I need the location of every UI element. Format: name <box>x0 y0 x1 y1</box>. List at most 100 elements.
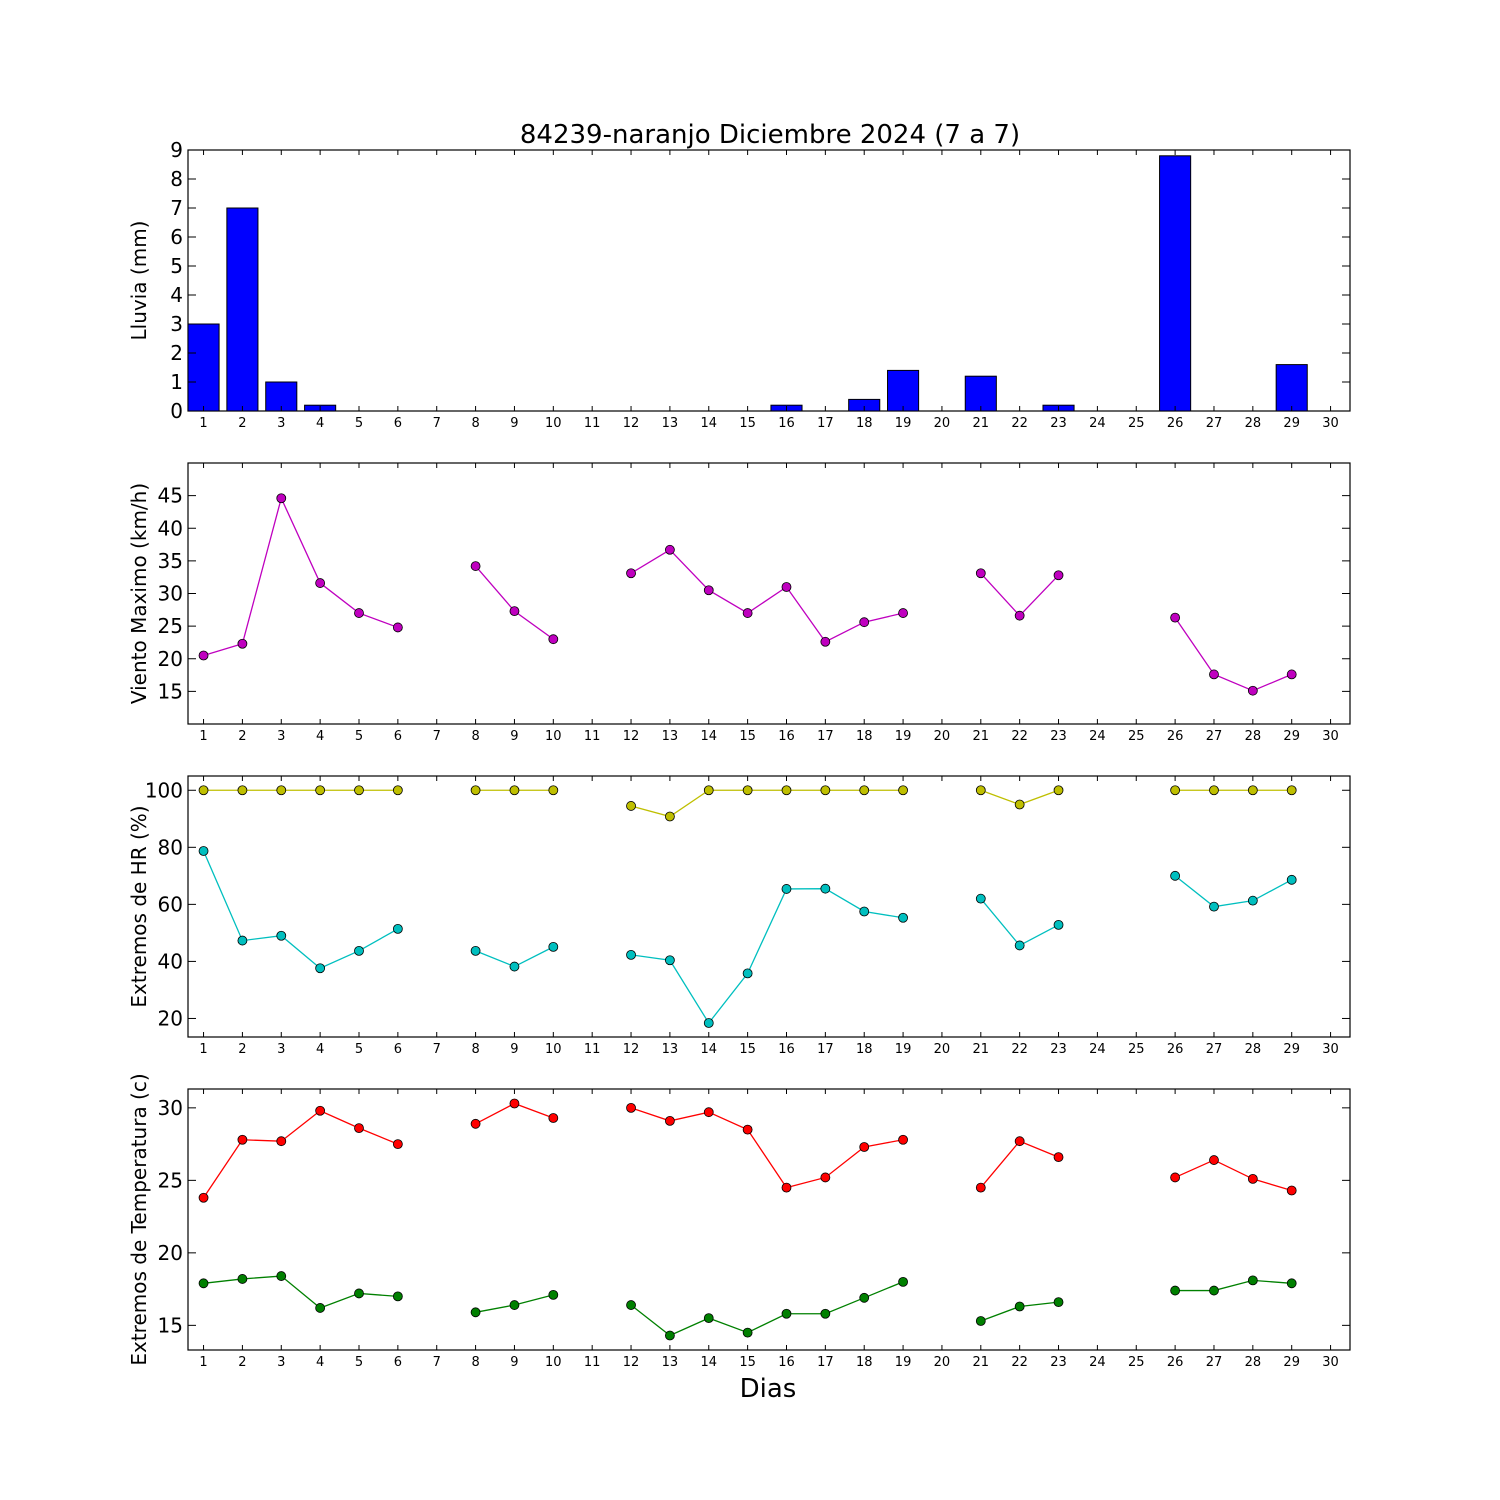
x-tick-label: 6 <box>394 1355 402 1370</box>
point-wind-0-day-12 <box>626 568 636 579</box>
x-tick-label: 8 <box>471 729 479 744</box>
x-tick-label: 1 <box>199 1355 207 1370</box>
point-humidity-1-day-4 <box>315 963 326 974</box>
point-humidity-0-day-2 <box>237 785 248 796</box>
bar-day-19 <box>887 369 920 412</box>
x-tick-label: 19 <box>895 1042 912 1057</box>
y-tick-label: 0 <box>170 399 183 423</box>
x-tick-label: 12 <box>623 729 640 744</box>
x-tick-label: 15 <box>739 729 756 744</box>
point-humidity-0-day-1 <box>198 785 209 796</box>
point-temperature-0-day-18 <box>859 1142 870 1152</box>
x-tick-label: 14 <box>700 416 717 431</box>
x-tick-label: 16 <box>778 729 795 744</box>
x-tick-label: 14 <box>700 1355 717 1370</box>
x-tick-label: 12 <box>623 1042 640 1057</box>
x-tick-label: 7 <box>433 1042 441 1057</box>
point-humidity-0-day-23 <box>1053 785 1064 796</box>
x-tick-label: 30 <box>1322 1042 1339 1057</box>
x-tick-label: 23 <box>1050 416 1067 431</box>
x-tick-label: 22 <box>1011 1042 1028 1057</box>
x-tick-label: 16 <box>778 416 795 431</box>
y-tick-label: 5 <box>170 254 183 278</box>
point-wind-0-day-1 <box>198 650 209 661</box>
point-humidity-0-day-21 <box>975 785 986 796</box>
x-tick-label: 25 <box>1128 1355 1145 1370</box>
x-tick-label: 28 <box>1245 1042 1262 1057</box>
point-temperature-0-day-13 <box>664 1116 675 1126</box>
series-line-humidity-1 <box>1174 875 1293 908</box>
point-temperature-1-day-2 <box>237 1274 248 1284</box>
y-tick-label: 8 <box>170 167 183 191</box>
x-axis-label: Dias <box>740 1374 797 1404</box>
x-tick-label: 7 <box>433 416 441 431</box>
y-tick-label: 30 <box>158 1096 183 1120</box>
x-tick-label: 25 <box>1128 729 1145 744</box>
x-tick-label: 10 <box>545 1042 562 1057</box>
x-tick-label: 26 <box>1167 1355 1184 1370</box>
x-tick-label: 17 <box>817 416 834 431</box>
x-tick-label: 1 <box>199 1042 207 1057</box>
x-tick-label: 4 <box>316 1042 324 1057</box>
point-wind-0-day-15 <box>742 608 753 618</box>
x-tick-label: 14 <box>700 1042 717 1057</box>
figure-title: 84239-naranjo Diciembre 2024 (7 a 7) <box>520 120 1020 150</box>
point-humidity-1-day-1 <box>198 846 209 856</box>
point-temperature-0-day-14 <box>703 1107 714 1118</box>
x-tick-label: 24 <box>1089 729 1106 744</box>
x-tick-label: 18 <box>856 1042 873 1057</box>
y-axis-label-humidity: Extremos de HR (%) <box>127 805 151 1007</box>
x-tick-label: 11 <box>584 1042 601 1057</box>
y-tick-label: 35 <box>158 549 183 573</box>
point-wind-0-day-6 <box>392 622 403 633</box>
series-line-temperature-1 <box>203 1275 398 1309</box>
point-humidity-1-day-22 <box>1014 940 1025 951</box>
point-humidity-0-day-13 <box>664 811 675 822</box>
x-tick-label: 21 <box>973 1042 990 1057</box>
point-humidity-1-day-27 <box>1209 901 1219 912</box>
y-tick-label: 60 <box>158 892 183 916</box>
point-temperature-0-day-12 <box>626 1102 636 1113</box>
x-tick-label: 8 <box>471 416 479 431</box>
point-humidity-1-day-19 <box>898 912 908 923</box>
point-humidity-1-day-2 <box>237 935 248 946</box>
point-temperature-1-day-16 <box>781 1308 792 1319</box>
x-tick-label: 2 <box>238 1355 246 1370</box>
point-humidity-1-day-3 <box>276 930 287 941</box>
x-tick-label: 22 <box>1011 416 1028 431</box>
x-tick-label: 8 <box>471 1042 479 1057</box>
point-temperature-0-day-29 <box>1286 1185 1297 1196</box>
y-tick-label: 6 <box>170 225 183 249</box>
point-temperature-1-day-5 <box>354 1288 364 1299</box>
y-tick-label: 30 <box>158 582 183 606</box>
point-wind-0-day-3 <box>276 493 287 504</box>
x-tick-label: 24 <box>1089 1355 1106 1370</box>
point-temperature-0-day-2 <box>237 1134 248 1145</box>
point-humidity-0-day-5 <box>354 785 364 796</box>
point-temperature-0-day-9 <box>509 1098 520 1109</box>
series-line-humidity-1 <box>202 850 399 970</box>
point-humidity-0-day-14 <box>703 785 714 796</box>
point-temperature-1-day-19 <box>898 1276 908 1287</box>
point-temperature-0-day-6 <box>392 1139 403 1149</box>
x-tick-label: 27 <box>1206 729 1223 744</box>
x-tick-label: 26 <box>1167 1042 1184 1057</box>
point-temperature-1-day-6 <box>392 1291 403 1302</box>
point-humidity-0-day-22 <box>1014 799 1025 810</box>
point-temperature-1-day-15 <box>742 1327 753 1338</box>
x-tick-label: 19 <box>895 729 912 744</box>
y-tick-label: 20 <box>158 647 183 671</box>
point-humidity-1-day-13 <box>664 955 675 966</box>
point-humidity-0-day-16 <box>781 785 792 796</box>
x-tick-label: 17 <box>817 1355 834 1370</box>
point-temperature-1-day-29 <box>1286 1278 1297 1289</box>
point-humidity-1-day-21 <box>975 893 986 904</box>
x-tick-label: 16 <box>778 1355 795 1370</box>
point-wind-0-day-28 <box>1247 685 1258 696</box>
x-tick-label: 20 <box>934 729 951 744</box>
point-temperature-1-day-1 <box>198 1278 209 1289</box>
x-tick-label: 9 <box>510 1042 518 1057</box>
point-temperature-1-day-28 <box>1247 1275 1258 1286</box>
x-tick-label: 13 <box>662 1355 679 1370</box>
series-line-wind-0 <box>630 548 904 643</box>
